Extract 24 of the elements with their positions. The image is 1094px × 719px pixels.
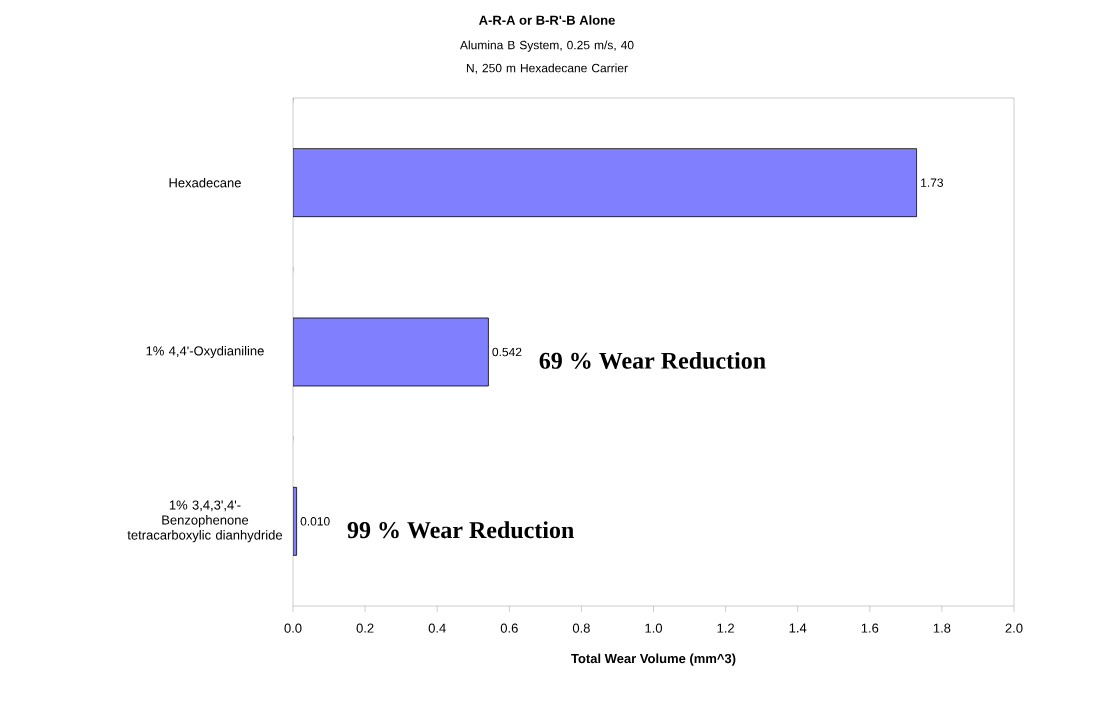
y-tick-label: 1% 3,4,3',4'-Benzophenone tetracarboxylic dianhydride — [127, 500, 283, 543]
x-tick-label: 1.0 — [645, 623, 663, 633]
x-tick-label: 0.6 — [500, 623, 518, 633]
y-tick-label: Hexadecane — [169, 177, 241, 188]
bar — [293, 317, 489, 387]
x-tick-label: 1.2 — [717, 623, 734, 633]
x-tick-label: 1.8 — [933, 623, 951, 633]
annotation: 99 % Wear Reduction — [347, 521, 574, 539]
x-tick-label: 0.2 — [356, 623, 374, 633]
data-label: 0.542 — [492, 347, 522, 357]
x-axis-title: Total Wear Volume (mm^3) — [571, 653, 736, 666]
annotation: 69 % Wear Reduction — [539, 351, 766, 369]
x-tick-label: 0.4 — [428, 623, 446, 633]
data-label: 1.73 — [921, 178, 944, 187]
x-tick-label: 2.0 — [1005, 623, 1023, 633]
x-tick-label: 0.0 — [284, 623, 302, 633]
chart-subtitle: Alumina B System, 0.25 m/s, 40 N, 250 m Hexadecane Carrier — [459, 40, 634, 74]
x-tick-label: 1.6 — [861, 623, 879, 633]
y-tick-label: 1% 4,4'-Oxydianiline — [146, 345, 264, 359]
bar — [293, 148, 918, 218]
x-tick-label: 0.8 — [572, 623, 590, 633]
data-label: 0.010 — [300, 517, 330, 526]
chart-title: A-R-A or B-R'-B Alone — [479, 15, 615, 25]
x-tick-label: 1.4 — [789, 623, 807, 633]
